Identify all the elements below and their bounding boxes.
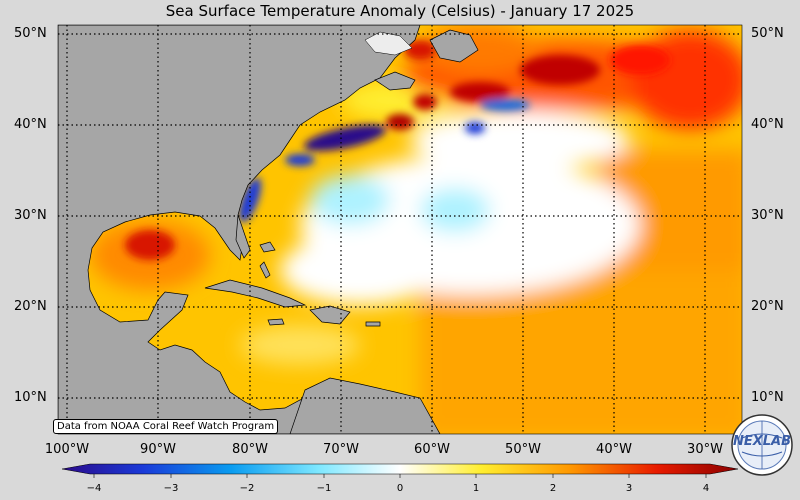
colorbar-tick-label: −3 (163, 483, 179, 494)
lat-label-left: 40°N (14, 117, 47, 132)
colorbar-tick-label: −1 (316, 483, 332, 494)
lat-label-right: 50°N (751, 26, 784, 41)
land-masses (58, 25, 479, 434)
map-title: Sea Surface Temperature Anomaly (Celsius… (165, 2, 635, 20)
lon-label: 100°W (44, 442, 90, 457)
graticule (58, 25, 742, 434)
lat-label-left: 20°N (14, 299, 47, 314)
lon-label: 60°W (414, 442, 450, 457)
logo-badge: NEXLAB (731, 414, 793, 476)
lon-label: 30°W (687, 442, 723, 457)
anomaly-field (58, 25, 742, 434)
lat-label-right: 10°N (751, 390, 784, 405)
lon-label: 40°W (596, 442, 632, 457)
lat-label-left: 50°N (14, 26, 47, 41)
colorbar-tick-label: −2 (239, 483, 255, 494)
colorbar (61, 463, 739, 478)
colorbar-tick-label: 3 (625, 483, 633, 494)
lon-label: 80°W (232, 442, 268, 457)
lat-label-right: 20°N (751, 299, 784, 314)
logo-text: NEXLAB (732, 434, 792, 449)
lon-label: 70°W (323, 442, 359, 457)
lat-label-left: 10°N (14, 390, 47, 405)
nexlab-logo (731, 414, 793, 476)
data-credit: Data from NOAA Coral Reef Watch Program (53, 419, 279, 434)
lat-label-right: 30°N (751, 208, 784, 223)
colorbar-tick-label: 0 (396, 483, 404, 494)
colorbar-tick-label: 1 (472, 483, 480, 494)
colorbar-tick-label: −4 (86, 483, 102, 494)
colorbar-tick-label: 2 (549, 483, 557, 494)
lat-label-left: 30°N (14, 208, 47, 223)
colorbar-tick-label: 4 (702, 483, 710, 494)
lon-label: 50°W (505, 442, 541, 457)
lat-label-right: 40°N (751, 117, 784, 132)
lon-label: 90°W (140, 442, 176, 457)
